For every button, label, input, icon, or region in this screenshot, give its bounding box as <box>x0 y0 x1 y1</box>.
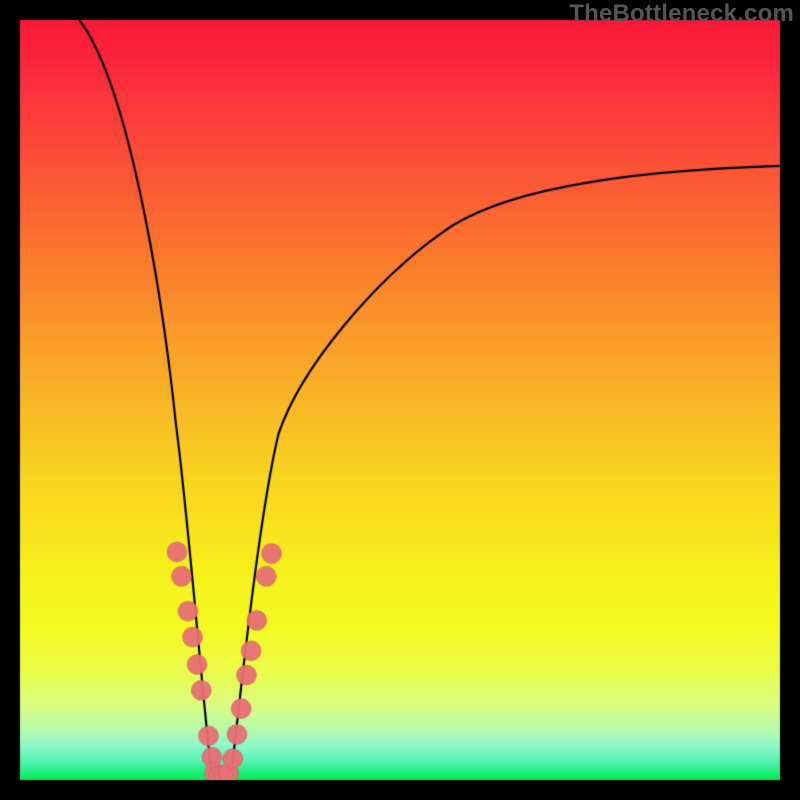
bottleneck-curve <box>0 0 800 800</box>
watermark-text: TheBottleneck.com <box>569 0 794 28</box>
chart-stage: TheBottleneck.com <box>0 0 800 800</box>
